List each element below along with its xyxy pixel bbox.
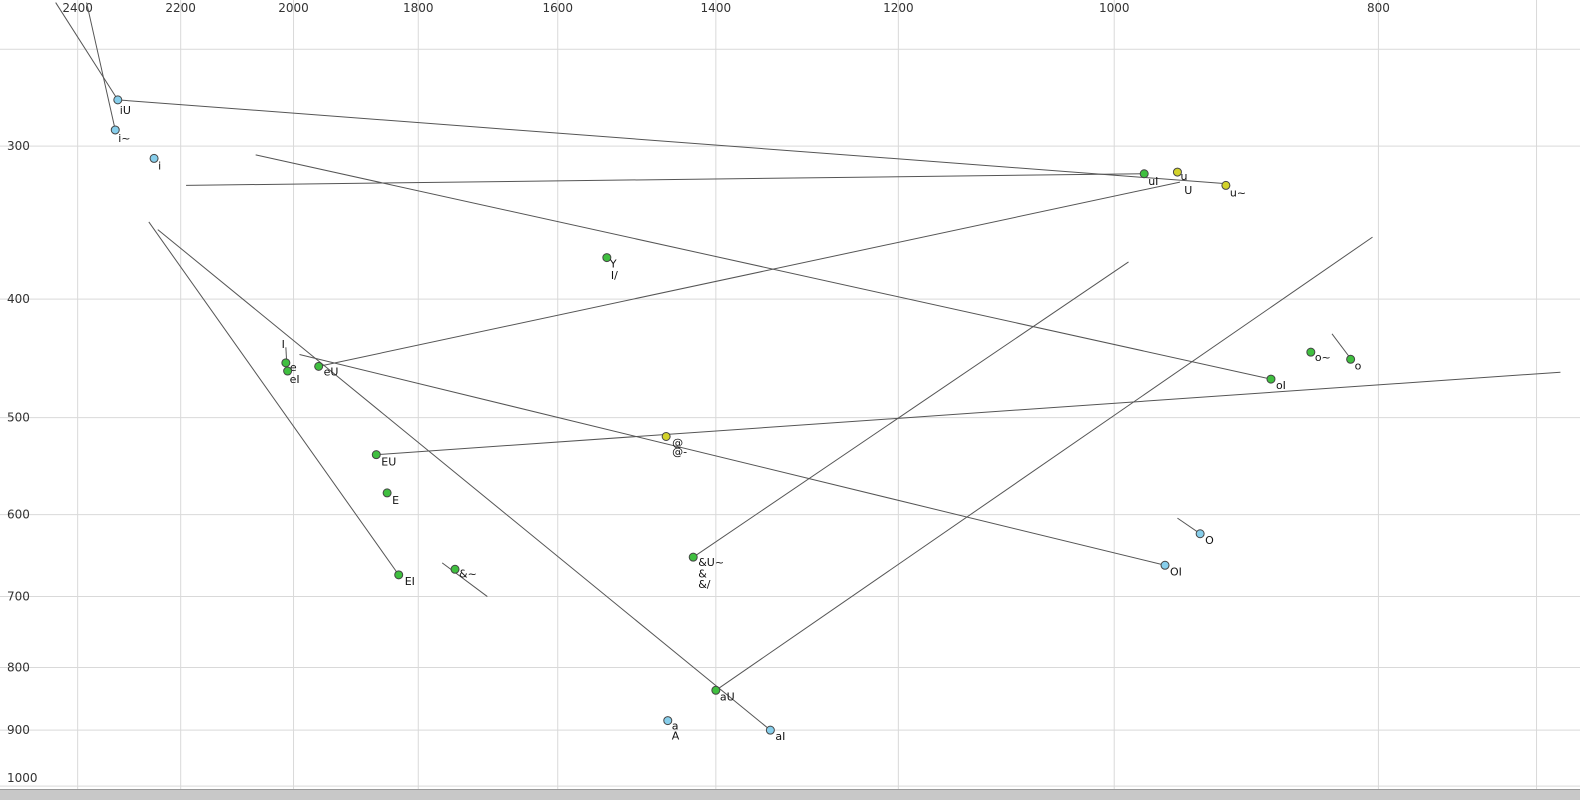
data-point-EU <box>371 450 381 460</box>
data-point-i <box>149 153 159 163</box>
x-tick-label-2000: 2000 <box>278 1 309 15</box>
trajectory-line-aI_glide <box>157 229 771 731</box>
trajectory-line-EU_glide <box>376 371 1561 456</box>
trajectory-line-EI_glide <box>148 221 400 576</box>
point-label-A: A <box>672 730 680 743</box>
point-label-Y: Y <box>609 258 617 271</box>
y-tick-label-600: 600 <box>7 508 30 522</box>
point-label-_U_: &U~ <box>698 556 724 569</box>
data-point-OI <box>1160 560 1170 570</box>
data-point-oI <box>1266 374 1276 384</box>
point-label-i_: i~ <box>118 132 130 145</box>
point-label-O: O <box>1205 534 1214 547</box>
data-point-O <box>1195 529 1205 539</box>
x-tick-label-2200: 2200 <box>165 1 196 15</box>
trajectory-line-aU_glide <box>715 236 1373 691</box>
point-label-OI: OI <box>1170 565 1182 578</box>
point-label-uI: uI <box>1148 175 1158 188</box>
y-tick-label-500: 500 <box>7 411 30 425</box>
data-point-E <box>382 488 392 498</box>
point-label-_: & <box>698 567 707 580</box>
point-label-_: @ <box>672 436 683 449</box>
x-tick-label-800: 800 <box>1367 1 1390 15</box>
point-label-_: &/ <box>698 578 711 591</box>
data-point-o_ <box>1306 347 1316 357</box>
trajectory-line-_short <box>441 562 488 597</box>
data-point-o <box>1346 354 1356 364</box>
x-tick-label-2400: 2400 <box>62 1 93 15</box>
point-label-o_: o~ <box>1315 351 1331 364</box>
trajectory-line-OI_glide <box>299 354 1166 566</box>
x-tick-label-1800: 1800 <box>403 1 434 15</box>
point-label-e: e <box>290 361 297 374</box>
point-label-EI: EI <box>405 575 415 588</box>
trajectory-line-uI_glide <box>186 173 1145 186</box>
data-point-i_ <box>110 125 120 135</box>
point-label-eI: eI <box>290 373 300 386</box>
trajectory-line-oI_glide <box>255 154 1272 380</box>
point-label-I: I <box>282 338 285 351</box>
data-point-eU <box>314 361 324 371</box>
point-label-a: a <box>672 720 679 733</box>
point-label-aU: aU <box>720 690 735 703</box>
data-point-_ <box>450 564 460 574</box>
data-point-_ <box>661 431 671 441</box>
y-tick-label-1000: 1000 <box>7 771 38 785</box>
trajectory-line-eU_glide <box>318 181 1181 367</box>
data-point-a <box>663 716 673 726</box>
point-label-iU: iU <box>120 104 131 117</box>
x-tick-label-1200: 1200 <box>883 1 914 15</box>
trajectory-line-iU_glide <box>117 99 1228 185</box>
x-tick-label-1000: 1000 <box>1099 1 1130 15</box>
point-label-u_: u~ <box>1230 186 1246 199</box>
data-point-aU <box>711 685 721 695</box>
data-point-aI <box>765 725 775 735</box>
data-point-u_ <box>1221 180 1231 190</box>
data-point-_U_ <box>688 552 698 562</box>
trajectory-line-i_onset <box>86 2 116 131</box>
trajectory-line-iU_onset <box>55 2 119 101</box>
x-tick-label-1600: 1600 <box>542 1 573 15</box>
data-point-Y <box>602 253 612 263</box>
point-label-U: U <box>1184 184 1192 197</box>
point-label-I_: I/ <box>611 269 618 282</box>
x-tick-label-1400: 1400 <box>701 1 732 15</box>
point-label-E: E <box>392 494 399 507</box>
horizontal-scrollbar[interactable] <box>0 789 1580 800</box>
data-point-eI <box>283 366 293 376</box>
point-label-_: @- <box>672 446 687 459</box>
point-label-aI: aI <box>775 730 785 743</box>
y-tick-label-400: 400 <box>7 292 30 306</box>
y-tick-label-900: 900 <box>7 723 30 737</box>
data-point-e <box>281 358 291 368</box>
data-point-EI <box>394 570 404 580</box>
data-point-iU <box>113 95 123 105</box>
y-tick-label-300: 300 <box>7 139 30 153</box>
y-tick-label-700: 700 <box>7 590 30 604</box>
data-point-uI <box>1139 169 1149 179</box>
point-label-_: &~ <box>459 567 477 580</box>
trajectory-line-_U_glide <box>692 261 1129 558</box>
point-label-u: u <box>1180 170 1187 183</box>
y-tick-label-800: 800 <box>7 661 30 675</box>
point-label-i: i <box>158 159 161 172</box>
point-label-eU: eU <box>324 365 339 378</box>
point-label-oI: oI <box>1276 379 1286 392</box>
data-point-u <box>1172 167 1182 177</box>
point-label-o: o <box>1355 359 1362 372</box>
point-label-EU: EU <box>381 456 396 469</box>
